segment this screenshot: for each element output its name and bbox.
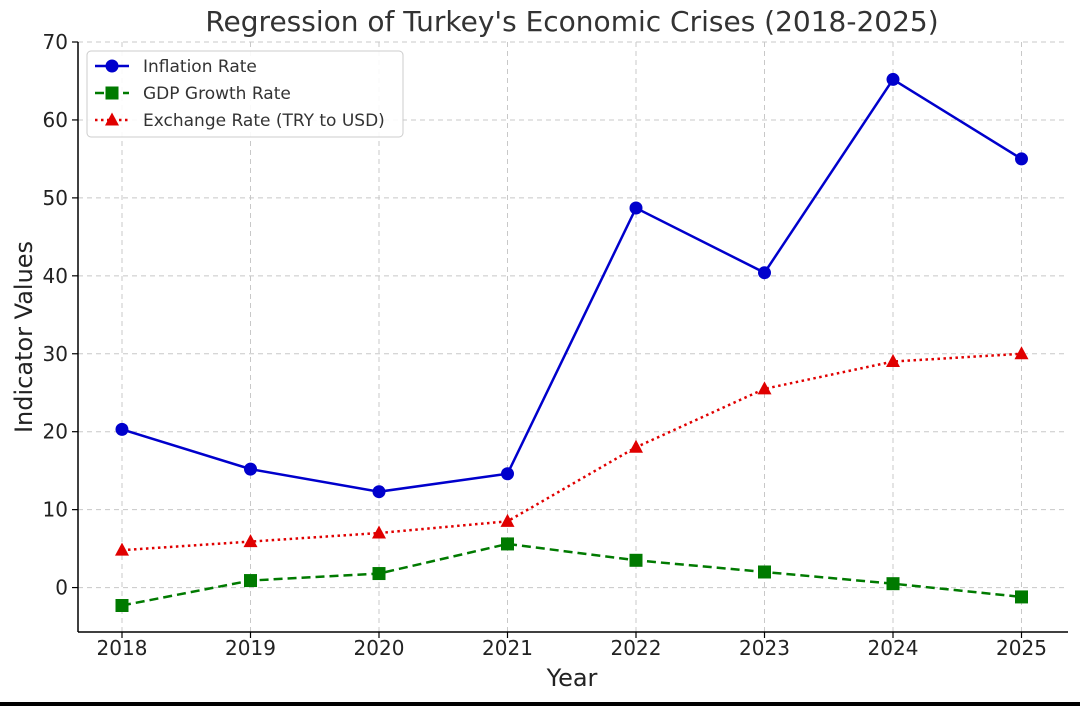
legend-label-gdp-growth-rate: GDP Growth Rate bbox=[143, 84, 291, 104]
x-tick-label: 2020 bbox=[354, 636, 405, 660]
x-tick-label: 2023 bbox=[739, 636, 790, 660]
legend-label-exchange-rate-try-to-usd: Exchange Rate (TRY to USD) bbox=[143, 111, 385, 131]
legend-label-inflation-rate: Inflation Rate bbox=[143, 57, 257, 77]
y-tick-label: 20 bbox=[43, 420, 68, 444]
data-point-inflation-rate bbox=[886, 72, 900, 86]
x-tick-label: 2024 bbox=[868, 636, 919, 660]
data-point-gdp-growth-rate bbox=[115, 599, 129, 613]
data-point-gdp-growth-rate bbox=[501, 537, 514, 551]
data-point-exchange-rate-try-to-usd bbox=[757, 381, 772, 395]
data-point-gdp-growth-rate bbox=[886, 577, 900, 591]
data-point-exchange-rate-try-to-usd bbox=[243, 534, 258, 548]
data-point-inflation-rate bbox=[115, 422, 129, 436]
data-point-inflation-rate bbox=[372, 485, 386, 499]
x-tick-label: 2018 bbox=[97, 636, 148, 660]
data-point-inflation-rate bbox=[629, 201, 643, 215]
x-tick-label: 2022 bbox=[611, 636, 662, 660]
y-tick-label: 10 bbox=[43, 498, 68, 522]
data-point-exchange-rate-try-to-usd bbox=[115, 542, 129, 556]
data-point-inflation-rate bbox=[1015, 152, 1028, 166]
y-axis-label: Indicator Values bbox=[10, 241, 38, 433]
y-tick-label: 70 bbox=[43, 30, 68, 54]
data-point-gdp-growth-rate bbox=[1015, 590, 1028, 604]
data-point-gdp-growth-rate bbox=[629, 553, 643, 567]
series-line-gdp-growth-rate bbox=[121, 542, 1022, 607]
legend-swatch-marker-gdp-growth-rate bbox=[105, 86, 119, 100]
axes: 0 10 20 30 40 50 60 70 2018 2019 2020 2021 2022 2023 2… bbox=[43, 30, 1068, 660]
data-point-exchange-rate-try-to-usd bbox=[500, 513, 515, 527]
y-tick-label: 0 bbox=[55, 576, 68, 600]
chart-title: Regression of Turkey's Economic Crises (… bbox=[205, 5, 938, 38]
data-point-gdp-growth-rate bbox=[372, 567, 386, 581]
data-point-exchange-rate-try-to-usd bbox=[372, 525, 386, 539]
x-tick-label: 2019 bbox=[225, 636, 276, 660]
y-tick-label: 40 bbox=[43, 264, 68, 288]
data-point-exchange-rate-try-to-usd bbox=[1014, 346, 1029, 360]
bottom-border bbox=[0, 702, 1080, 706]
x-tick-label: 2025 bbox=[996, 636, 1047, 660]
data-point-inflation-rate bbox=[244, 462, 257, 476]
data-point-inflation-rate bbox=[501, 467, 514, 481]
data-point-exchange-rate-try-to-usd bbox=[629, 439, 643, 453]
y-tick-label: 30 bbox=[43, 342, 68, 366]
data-point-gdp-growth-rate bbox=[758, 565, 771, 579]
y-tick-label: 60 bbox=[43, 108, 68, 132]
x-axis-label: Year bbox=[546, 664, 598, 692]
legend-swatch-marker-inflation-rate bbox=[105, 59, 119, 73]
y-tick-label: 50 bbox=[43, 186, 68, 210]
data-point-inflation-rate bbox=[758, 266, 771, 280]
series-line-inflation-rate bbox=[121, 77, 1023, 493]
data-point-gdp-growth-rate bbox=[244, 574, 257, 588]
data-point-exchange-rate-try-to-usd bbox=[886, 354, 900, 368]
legend-swatch-marker-exchange-rate-try-to-usd bbox=[105, 112, 119, 126]
series-line-exchange-rate-try-to-usd bbox=[121, 352, 1022, 552]
x-tick-label: 2021 bbox=[482, 636, 533, 660]
legend-box bbox=[86, 50, 404, 138]
legend: Inflation Rate GDP Growth Rate Exchange Ra… bbox=[86, 50, 404, 138]
series-layer bbox=[115, 72, 1029, 613]
